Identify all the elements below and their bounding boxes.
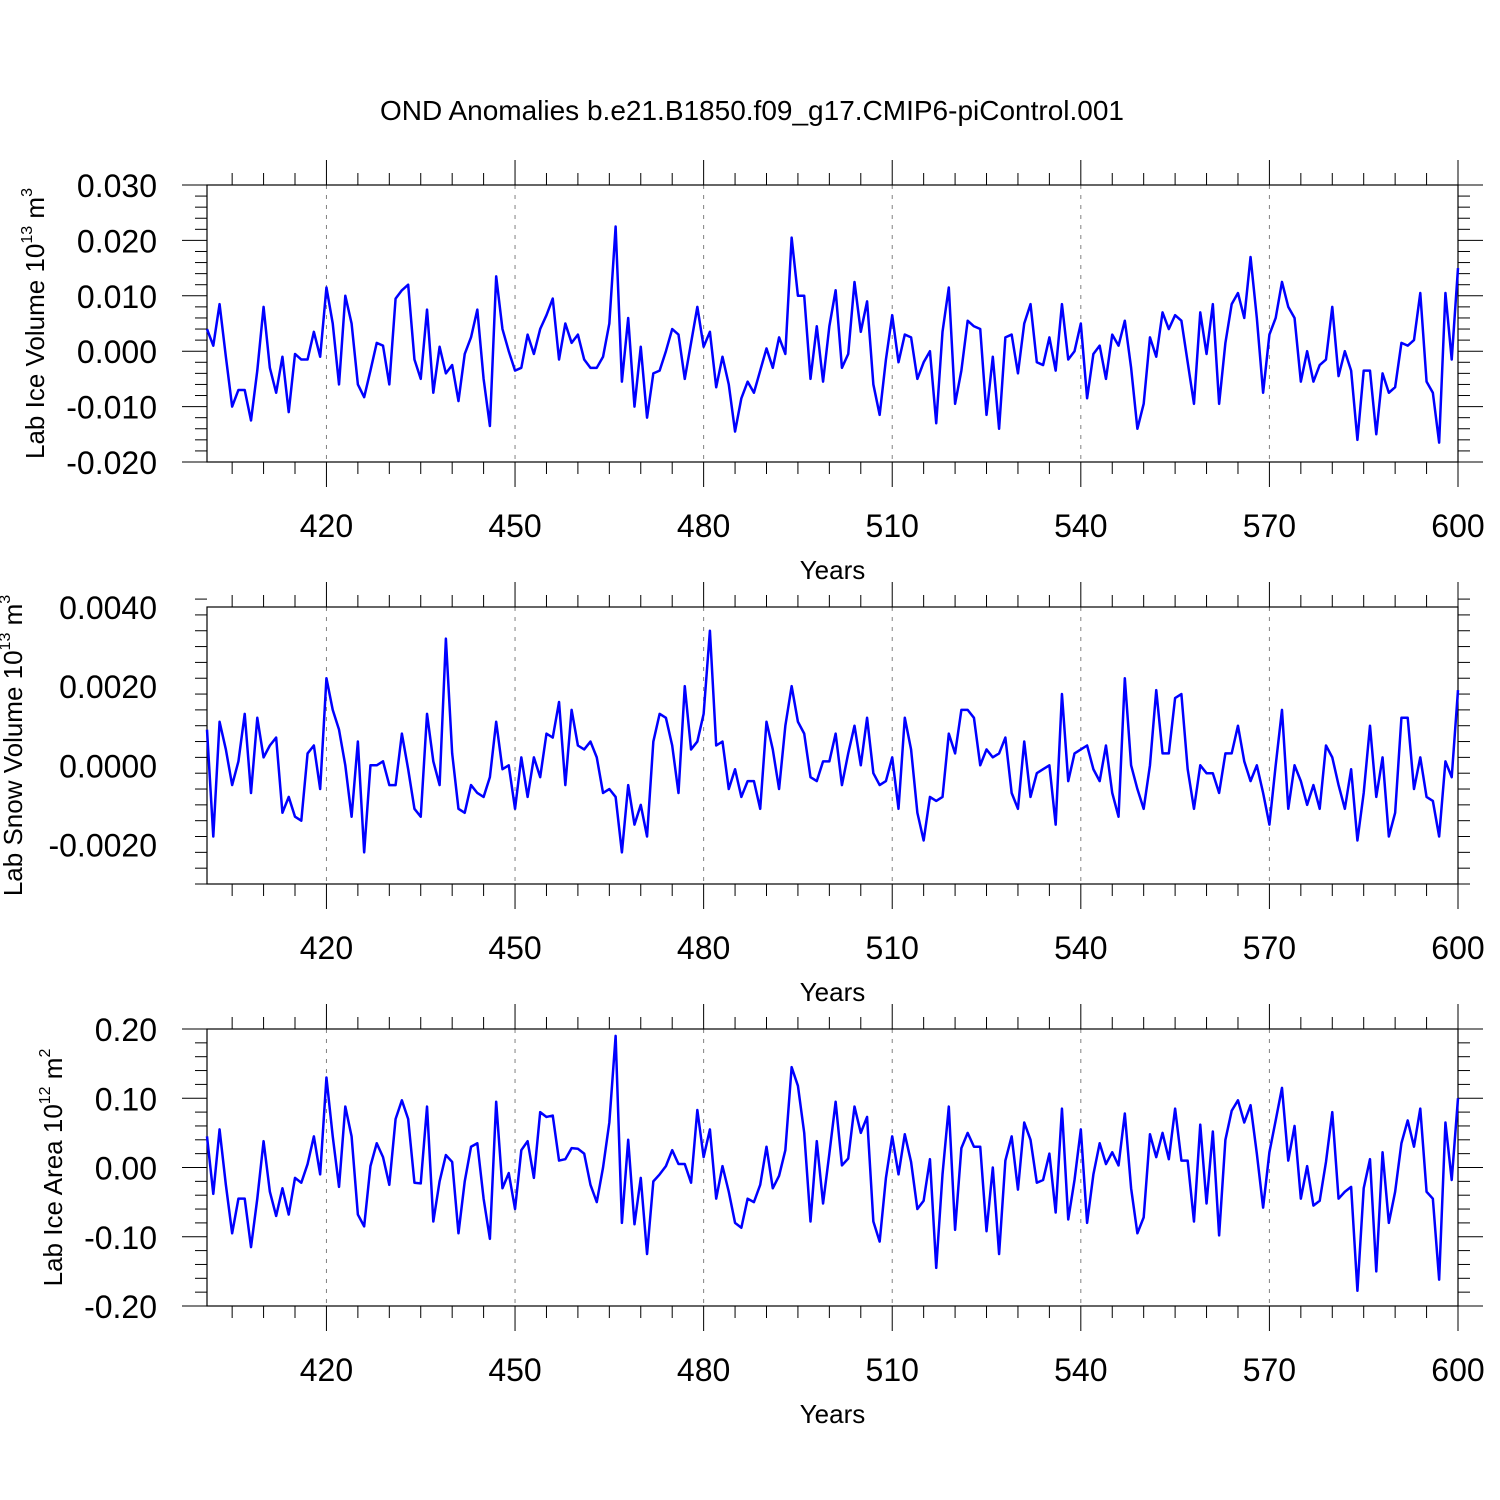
panel-2: 420 450 480 510 540 570 600 -0.0020 0.0000 0.0020… <box>0 582 1485 1007</box>
y-tick-label: 0.0020 <box>59 669 157 705</box>
y-axis-label-base: Lab Snow Volume 10 <box>0 650 28 896</box>
x-tick-label: 510 <box>866 930 919 966</box>
x-tick-label: 420 <box>300 930 353 966</box>
x-tick-label: 450 <box>488 508 541 544</box>
y-tick-label: 0.030 <box>77 168 157 204</box>
y-axis-label: Lab Ice Volume 1013 m3 <box>19 188 50 459</box>
x-tick-label: 510 <box>866 508 919 544</box>
series-line <box>205 225 1460 444</box>
y-tick-label: -0.20 <box>84 1289 157 1325</box>
x-tick-label: 420 <box>300 508 353 544</box>
x-tick-label: 450 <box>488 930 541 966</box>
x-tick-label: 480 <box>677 930 730 966</box>
y-axis-label-base: Lab Ice Area 10 <box>38 1104 68 1286</box>
x-tick-label: 600 <box>1431 930 1484 966</box>
series-line <box>205 629 1460 854</box>
x-tick-label: 600 <box>1431 508 1484 544</box>
x-tick-label: 540 <box>1054 508 1107 544</box>
x-tick-label: 480 <box>677 508 730 544</box>
y-axis-label-unit-exponent: 3 <box>19 188 36 197</box>
y-tick-label: 0.10 <box>95 1081 157 1117</box>
y-tick-label: -0.10 <box>84 1220 157 1256</box>
y-axis-label-base: Lab Ice Volume 10 <box>20 244 50 459</box>
plot-panels: 420 450 480 510 540 570 600 -0.020 -0.010 0.000 0.… <box>0 160 1485 1429</box>
y-tick-label: 0.0040 <box>59 590 157 626</box>
x-tick-label: 420 <box>300 1352 353 1388</box>
y-axis-label-unit: m <box>38 1058 68 1087</box>
panel-3: 420 450 480 510 540 570 600 -0.20 -0.10 0.00 0.10 0… <box>37 1004 1485 1429</box>
plot-frame <box>206 184 1459 463</box>
x-tick-label: 570 <box>1243 930 1296 966</box>
x-tick-label: 600 <box>1431 1352 1484 1388</box>
plot-frame <box>206 1028 1459 1307</box>
y-axis-label: Lab Snow Volume 1013 m3 <box>0 595 28 896</box>
y-tick-label: -0.010 <box>66 390 157 426</box>
y-axis-label-unit-exponent: 2 <box>37 1049 54 1058</box>
y-tick-label: -0.020 <box>66 445 157 481</box>
y-tick-label: 0.20 <box>95 1012 157 1048</box>
x-axis-label: Years <box>800 1399 866 1429</box>
y-axis-label: Lab Ice Area 1012 m2 <box>37 1049 68 1287</box>
x-tick-label: 480 <box>677 1352 730 1388</box>
y-axis-label-unit: m <box>0 604 28 633</box>
x-axis-label: Years <box>800 555 866 585</box>
x-tick-label: 570 <box>1243 1352 1296 1388</box>
y-axis-label-exponent: 13 <box>19 226 36 244</box>
panel-1: 420 450 480 510 540 570 600 -0.020 -0.010 0.000 0.… <box>19 160 1485 585</box>
y-axis-label-unit: m <box>20 197 50 226</box>
x-tick-label: 510 <box>866 1352 919 1388</box>
y-axis-label-unit-exponent: 3 <box>0 595 14 604</box>
series-line <box>205 1034 1460 1293</box>
x-tick-label: 540 <box>1054 1352 1107 1388</box>
y-tick-label: 0.0000 <box>59 748 157 784</box>
y-tick-label: -0.0020 <box>48 827 157 863</box>
x-axis-label: Years <box>800 977 866 1007</box>
y-tick-label: 0.020 <box>77 223 157 259</box>
y-tick-label: 0.00 <box>95 1151 157 1187</box>
x-tick-label: 540 <box>1054 930 1107 966</box>
y-tick-label: 0.010 <box>77 279 157 315</box>
x-tick-label: 570 <box>1243 508 1296 544</box>
x-tick-label: 450 <box>488 1352 541 1388</box>
y-tick-label: 0.000 <box>77 334 157 370</box>
y-axis-label-exponent: 13 <box>0 633 14 651</box>
chart-title: OND Anomalies b.e21.B1850.f09_g17.CMIP6-… <box>380 95 1124 126</box>
y-axis-label-exponent: 12 <box>37 1086 54 1104</box>
